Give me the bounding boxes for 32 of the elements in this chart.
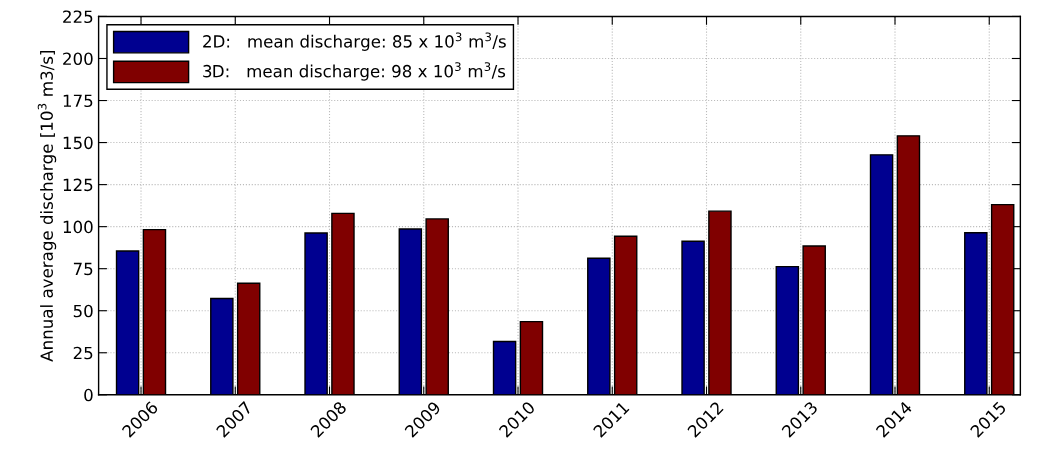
bar — [398, 228, 423, 395]
bar — [425, 218, 449, 395]
legend-label: 3D: mean discharge: 98 x 10$^{3}$ m$^{3}$/s — [203, 62, 506, 81]
bar — [210, 297, 234, 395]
bar — [708, 210, 732, 395]
bar — [802, 245, 826, 395]
y-tick-label: 75 — [73, 262, 93, 276]
y-tick-label: 175 — [63, 94, 93, 108]
y-tick-label: 150 — [63, 136, 93, 150]
bar — [331, 212, 355, 395]
bar — [304, 232, 328, 395]
y-tick-label: 125 — [63, 178, 93, 192]
bar — [775, 265, 800, 395]
y-axis-title: Annual average discharge [10$^{3}$ m3/s] — [37, 50, 57, 362]
bar — [142, 228, 167, 395]
bar — [869, 154, 894, 395]
bar — [896, 135, 921, 395]
legend-label: 2D: mean discharge: 85 x 10$^{3}$ m$^{3}$/s — [203, 32, 506, 51]
bar — [587, 257, 611, 395]
y-tick-label: 25 — [73, 346, 93, 360]
bar — [492, 340, 517, 395]
bar — [964, 232, 988, 395]
y-tick-label: 200 — [63, 52, 93, 66]
y-tick-label: 50 — [73, 304, 93, 318]
bar — [613, 235, 638, 395]
bar — [236, 282, 261, 395]
bar — [519, 320, 544, 395]
bar — [115, 250, 140, 395]
y-tick-label: 100 — [63, 220, 93, 234]
y-tick-label: 0 — [84, 388, 93, 402]
y-tick-label: 225 — [63, 10, 93, 24]
bar — [681, 240, 705, 395]
